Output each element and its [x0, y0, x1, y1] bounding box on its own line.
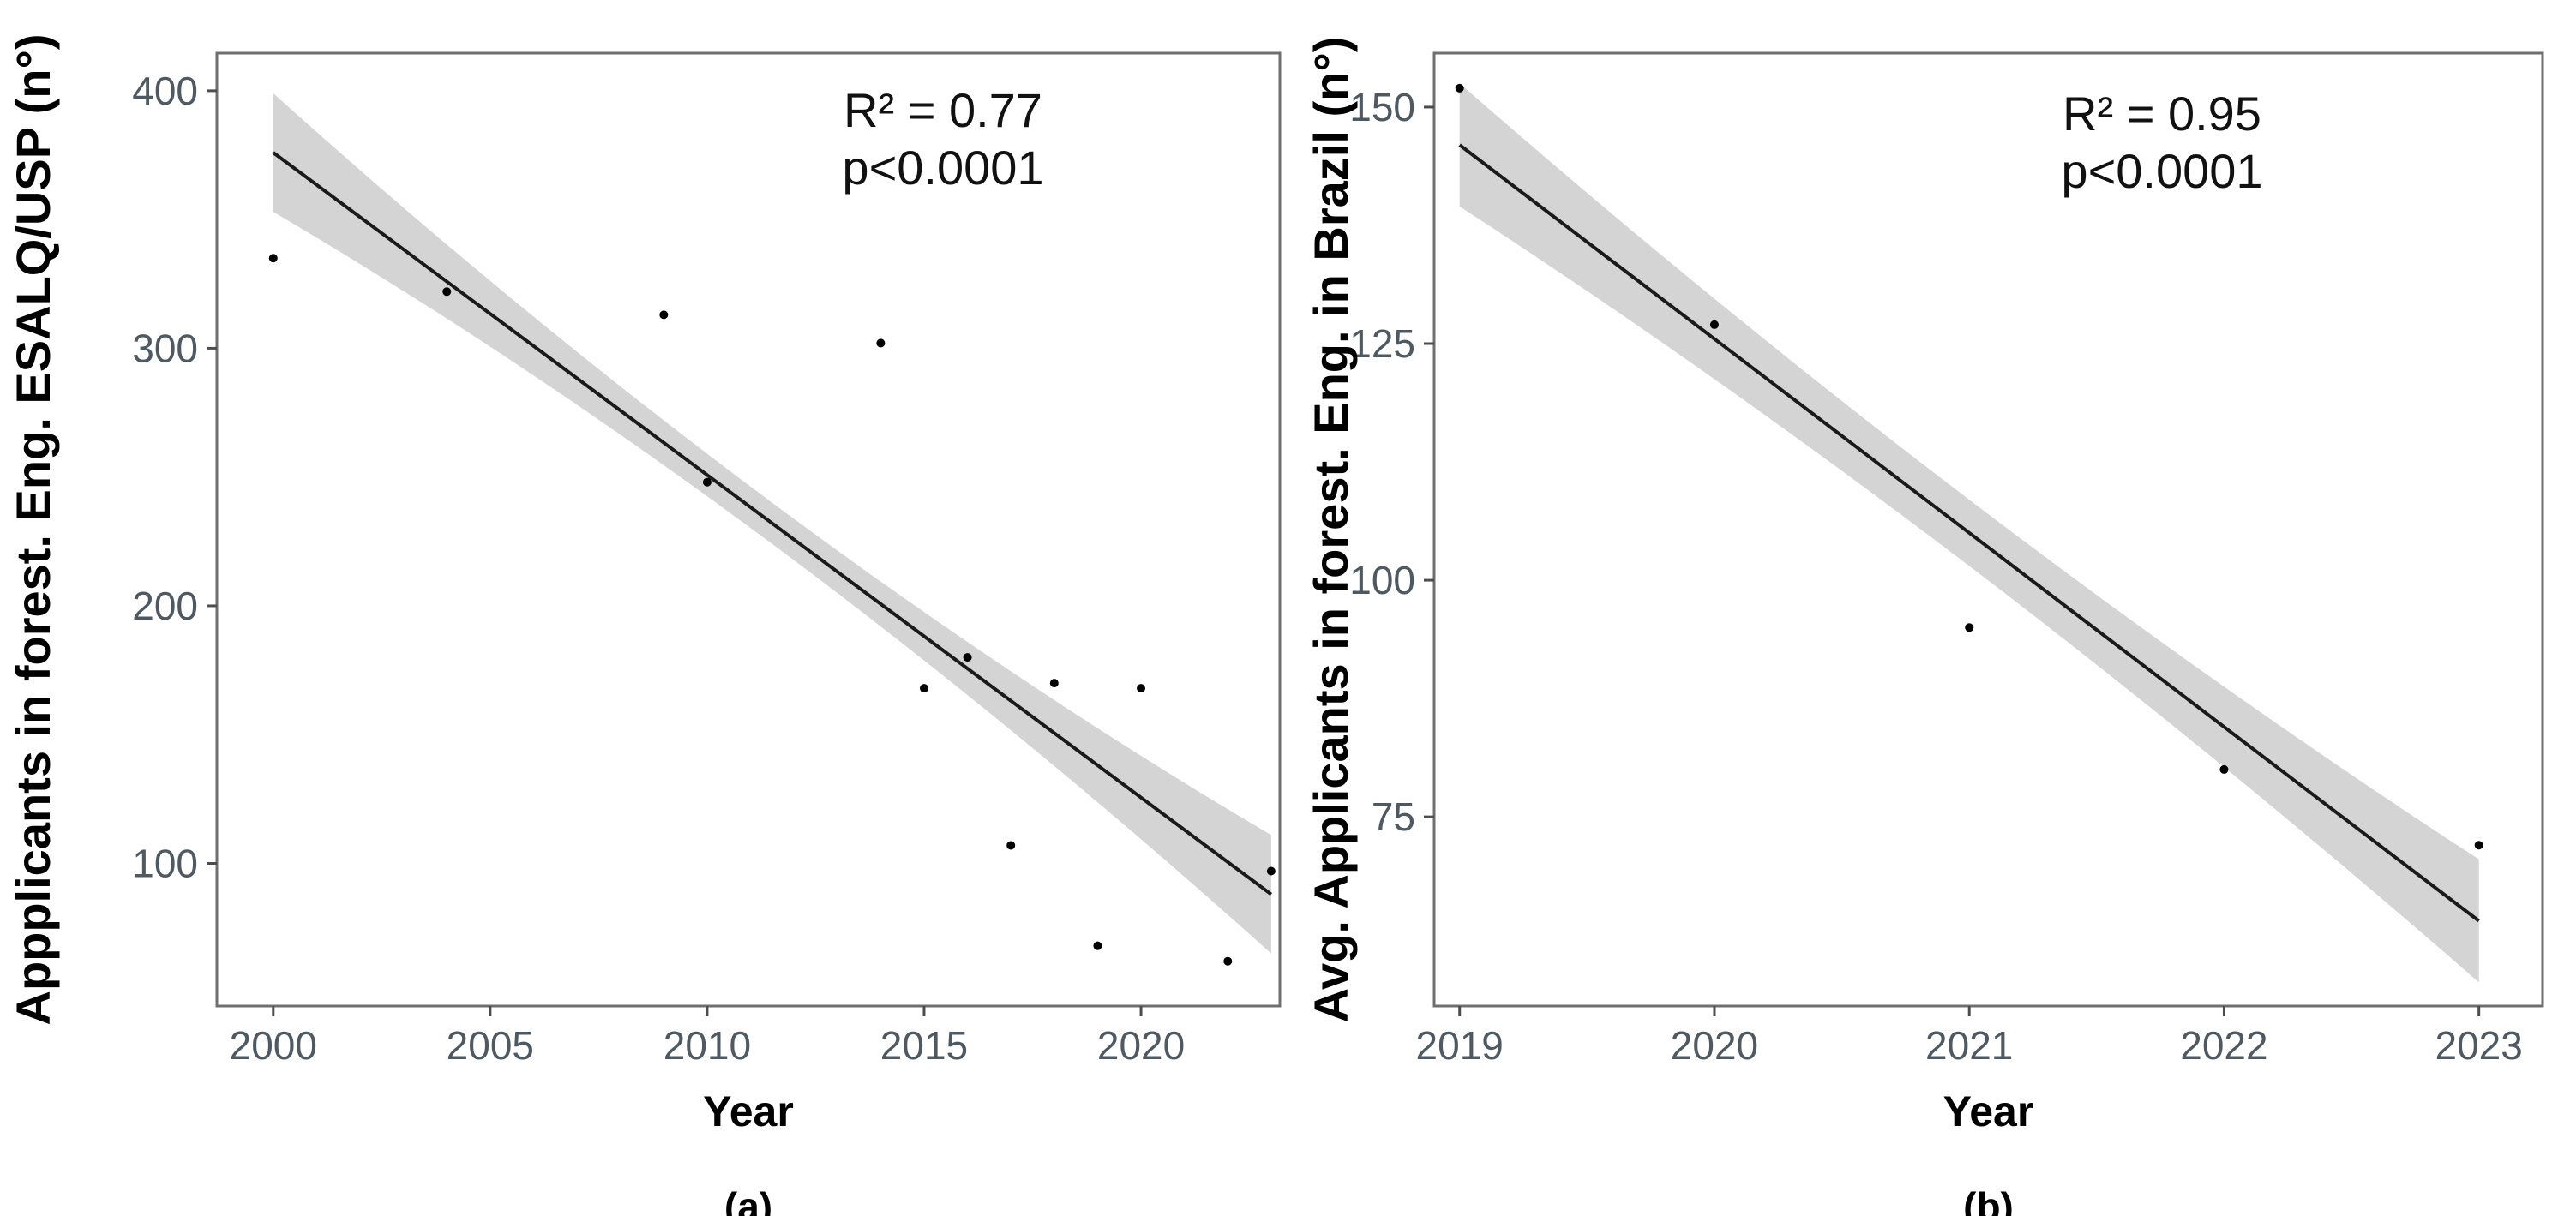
- data-point-a-2015: [919, 684, 928, 693]
- x-tick-label-a-2000: 2000: [230, 1023, 317, 1068]
- data-point-a-2018: [1049, 679, 1059, 688]
- regression-line-b: [1458, 143, 2480, 923]
- y-tick-label-a-400: 400: [132, 69, 198, 113]
- data-point-a-2010: [702, 477, 712, 487]
- x-axis-title-b: Year: [1943, 1087, 2034, 1135]
- x-tick-label-a-2015: 2015: [880, 1023, 968, 1068]
- x-tick-label-b-2019: 2019: [1416, 1023, 1504, 1068]
- x-tick-label-b-2023: 2023: [2435, 1023, 2523, 1068]
- annotation-b-line2: p<0.0001: [2061, 144, 2262, 198]
- y-tick-label-a-100: 100: [132, 842, 198, 886]
- annotation-b-line1: R² = 0.95: [2063, 87, 2261, 141]
- annotation-a-line1: R² = 0.77: [844, 83, 1042, 137]
- data-point-a-2004: [442, 287, 452, 297]
- y-tick-label-b-125: 125: [1349, 321, 1415, 366]
- data-point-b-2022: [2219, 764, 2229, 774]
- x-tick-label-a-2005: 2005: [447, 1023, 534, 1068]
- annotation-a-line2: p<0.0001: [842, 141, 1043, 195]
- panel-a: 2000 2005 2010 2015 2020 100 200 300 400 Year (a) A…: [6, 34, 1282, 1216]
- panel-tag-a: (a): [724, 1184, 772, 1216]
- panel-b: 2019 2020 2021 2022 2023 75 100 125 150 Year (b) Av…: [1304, 37, 2544, 1216]
- data-point-a-2022: [1223, 956, 1233, 966]
- data-point-a-2014: [876, 338, 886, 348]
- data-point-b-2023: [2474, 841, 2483, 850]
- y-tick-label-a-300: 300: [132, 326, 198, 370]
- panel-tag-b: (b): [1963, 1184, 2014, 1216]
- data-point-a-2019: [1093, 941, 1102, 950]
- y-tick-label-a-200: 200: [132, 584, 198, 628]
- data-point-a-2020: [1137, 684, 1146, 693]
- x-tick-label-b-2020: 2020: [1671, 1023, 1758, 1068]
- data-point-a-2009: [659, 310, 669, 320]
- x-tick-label-a-2010: 2010: [664, 1023, 751, 1068]
- x-tick-label-a-2020: 2020: [1097, 1023, 1185, 1068]
- x-tick-label-b-2021: 2021: [1925, 1023, 2013, 1068]
- data-point-b-2019: [1455, 83, 1464, 93]
- y-tick-label-b-100: 100: [1349, 558, 1415, 602]
- data-point-a-2017: [1006, 841, 1016, 850]
- y-axis-title-a: Appplicants in forest. Eng. ESALQ/USP (n…: [6, 34, 60, 1026]
- regression-line-a: [272, 151, 1273, 896]
- panel-border-a: [215, 51, 1282, 1008]
- y-tick-label-b-75: 75: [1372, 794, 1415, 839]
- data-point-b-2020: [1709, 320, 1719, 329]
- y-tick-label-b-150: 150: [1349, 85, 1415, 129]
- panel-border-b: [1432, 51, 2544, 1008]
- data-point-a-2016: [963, 653, 972, 662]
- data-point-a-2000: [268, 254, 278, 263]
- x-tick-label-b-2022: 2022: [2180, 1023, 2267, 1068]
- x-axis-title-a: Year: [703, 1087, 794, 1135]
- data-point-b-2021: [1965, 623, 1974, 632]
- data-point-a-2023: [1266, 866, 1276, 876]
- y-axis-title-b: Avg. Applicants in forest. Eng. in Brazi…: [1304, 37, 1358, 1023]
